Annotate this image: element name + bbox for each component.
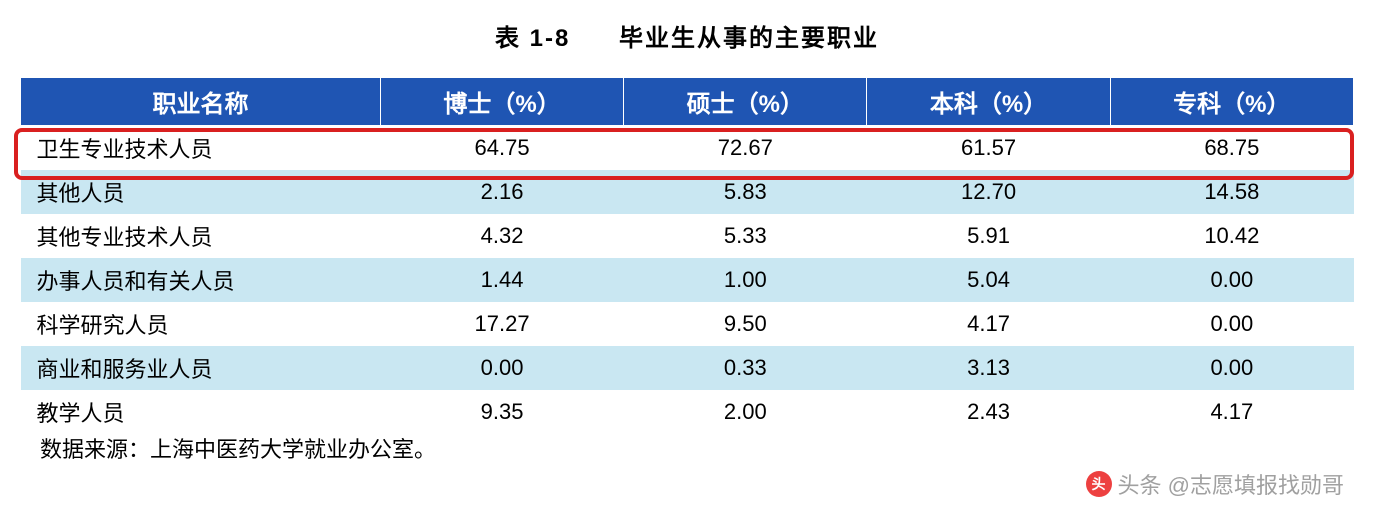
cell-value: 2.16 bbox=[380, 170, 623, 214]
cell-value: 0.00 bbox=[1110, 302, 1353, 346]
table-number: 表 1-8 bbox=[495, 25, 570, 52]
watermark: 头 头条 @志愿填报找勋哥 bbox=[1086, 468, 1344, 500]
cell-value: 0.33 bbox=[624, 346, 867, 390]
table-row: 其他专业技术人员4.325.335.9110.42 bbox=[21, 214, 1354, 258]
col-header-occupation: 职业名称 bbox=[21, 78, 381, 126]
cell-value: 0.00 bbox=[1110, 258, 1353, 302]
table-row: 其他人员2.165.8312.7014.58 bbox=[21, 170, 1354, 214]
cell-value: 61.57 bbox=[867, 126, 1110, 171]
cell-value: 14.58 bbox=[1110, 170, 1353, 214]
cell-occupation: 科学研究人员 bbox=[21, 302, 381, 346]
cell-value: 72.67 bbox=[624, 126, 867, 171]
table-header-row: 职业名称 博士（%） 硕士（%） 本科（%） 专科（%） bbox=[21, 78, 1354, 126]
cell-occupation: 商业和服务业人员 bbox=[21, 346, 381, 390]
col-header-bachelor: 本科（%） bbox=[867, 78, 1110, 126]
cell-value: 10.42 bbox=[1110, 214, 1353, 258]
cell-value: 17.27 bbox=[380, 302, 623, 346]
table-row: 办事人员和有关人员1.441.005.040.00 bbox=[21, 258, 1354, 302]
table-body: 卫生专业技术人员64.7572.6761.5768.75其他人员2.165.83… bbox=[21, 126, 1354, 435]
cell-occupation: 教学人员 bbox=[21, 390, 381, 434]
cell-occupation: 卫生专业技术人员 bbox=[21, 126, 381, 171]
col-header-master: 硕士（%） bbox=[624, 78, 867, 126]
cell-value: 5.04 bbox=[867, 258, 1110, 302]
cell-occupation: 其他专业技术人员 bbox=[21, 214, 381, 258]
occupation-table: 职业名称 博士（%） 硕士（%） 本科（%） 专科（%） 卫生专业技术人员64.… bbox=[20, 77, 1354, 434]
table-row: 卫生专业技术人员64.7572.6761.5768.75 bbox=[21, 126, 1354, 171]
cell-value: 4.32 bbox=[380, 214, 623, 258]
col-header-phd: 博士（%） bbox=[380, 78, 623, 126]
cell-value: 1.00 bbox=[624, 258, 867, 302]
cell-value: 0.00 bbox=[380, 346, 623, 390]
cell-value: 1.44 bbox=[380, 258, 623, 302]
cell-value: 2.00 bbox=[624, 390, 867, 434]
cell-value: 0.00 bbox=[1110, 346, 1353, 390]
table-row: 商业和服务业人员0.000.333.130.00 bbox=[21, 346, 1354, 390]
cell-occupation: 其他人员 bbox=[21, 170, 381, 214]
col-header-associate: 专科（%） bbox=[1110, 78, 1353, 126]
table-title: 表 1-8 毕业生从事的主要职业 bbox=[20, 18, 1354, 53]
cell-value: 4.17 bbox=[867, 302, 1110, 346]
watermark-text: 头条 @志愿填报找勋哥 bbox=[1118, 468, 1344, 500]
table-row: 教学人员9.352.002.434.17 bbox=[21, 390, 1354, 434]
table-name: 毕业生从事的主要职业 bbox=[619, 25, 879, 52]
cell-value: 64.75 bbox=[380, 126, 623, 171]
cell-occupation: 办事人员和有关人员 bbox=[21, 258, 381, 302]
cell-value: 5.33 bbox=[624, 214, 867, 258]
data-source-note: 数据来源：上海中医药大学就业办公室。 bbox=[20, 432, 1354, 464]
cell-value: 5.83 bbox=[624, 170, 867, 214]
table-row: 科学研究人员17.279.504.170.00 bbox=[21, 302, 1354, 346]
cell-value: 2.43 bbox=[867, 390, 1110, 434]
cell-value: 4.17 bbox=[1110, 390, 1353, 434]
cell-value: 9.50 bbox=[624, 302, 867, 346]
watermark-icon: 头 bbox=[1086, 471, 1112, 497]
cell-value: 9.35 bbox=[380, 390, 623, 434]
cell-value: 5.91 bbox=[867, 214, 1110, 258]
cell-value: 12.70 bbox=[867, 170, 1110, 214]
cell-value: 68.75 bbox=[1110, 126, 1353, 171]
cell-value: 3.13 bbox=[867, 346, 1110, 390]
